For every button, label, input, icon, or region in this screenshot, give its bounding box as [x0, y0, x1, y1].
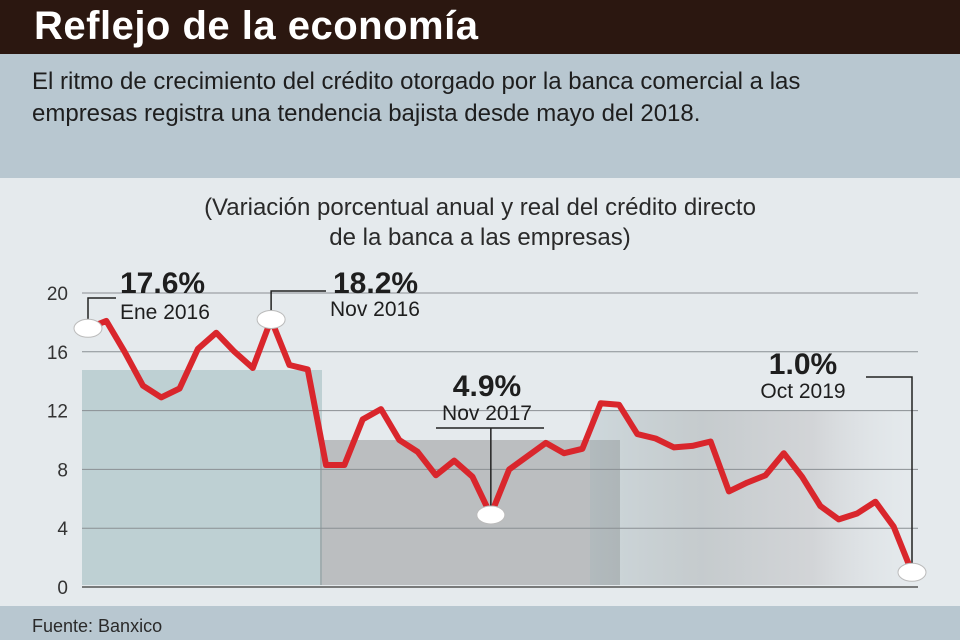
- grid: [82, 292, 918, 588]
- background-shade: [590, 410, 910, 585]
- callout-line: [436, 427, 544, 515]
- highlight-marker: [73, 318, 103, 338]
- chart-title-line-2: de la banca a las empresas): [329, 224, 631, 251]
- y-tick-label: 12: [47, 402, 68, 423]
- y-tick-label: 20: [47, 284, 68, 305]
- banknote-shape: [82, 370, 322, 585]
- y-tick-label: 4: [57, 519, 68, 540]
- title-bar: Reflejo de la economía: [0, 0, 960, 54]
- highlight-marker: [476, 505, 506, 525]
- annotation-date: Nov 2017: [442, 402, 532, 425]
- markers: [73, 309, 927, 582]
- highlight-marker: [897, 562, 927, 582]
- series-path: [85, 316, 915, 576]
- annotation-value: 1.0%: [769, 348, 837, 381]
- source-text: Fuente: Banxico: [32, 616, 163, 636]
- callout-line: [866, 376, 913, 573]
- highlight-marker: [256, 309, 286, 329]
- y-tick-label: 0: [57, 578, 68, 599]
- y-tick-label: 16: [47, 343, 68, 364]
- annotation-date: Nov 2016: [330, 298, 420, 321]
- callout-line: [87, 297, 116, 329]
- series-line: [85, 316, 915, 576]
- y-tick-label: 8: [57, 460, 68, 481]
- annotation-date: Oct 2019: [760, 380, 845, 403]
- annotation-date: Ene 2016: [120, 301, 210, 324]
- coin-stack-shape: [320, 440, 620, 585]
- background-art: [82, 370, 910, 585]
- source-bar: Fuente: Banxico: [0, 606, 960, 640]
- page-title: Reflejo de la economía: [34, 4, 479, 48]
- intro-panel: El ritmo de crecimiento del crédito otor…: [0, 54, 960, 178]
- annotation-value: 18.2%: [333, 267, 418, 300]
- chart-title-line-1: (Variación porcentual anual y real del c…: [204, 194, 756, 221]
- annotation-labels: 17.6%Ene 2016 18.2%Nov 2016 4.9%Nov 2017 1.…: [120, 267, 846, 425]
- annotation-value: 4.9%: [453, 370, 521, 403]
- intro-text: El ritmo de crecimiento del crédito otor…: [32, 68, 801, 127]
- annotation-value: 17.6%: [120, 267, 205, 300]
- y-axis: 0 4 8 12 16 20: [47, 284, 69, 599]
